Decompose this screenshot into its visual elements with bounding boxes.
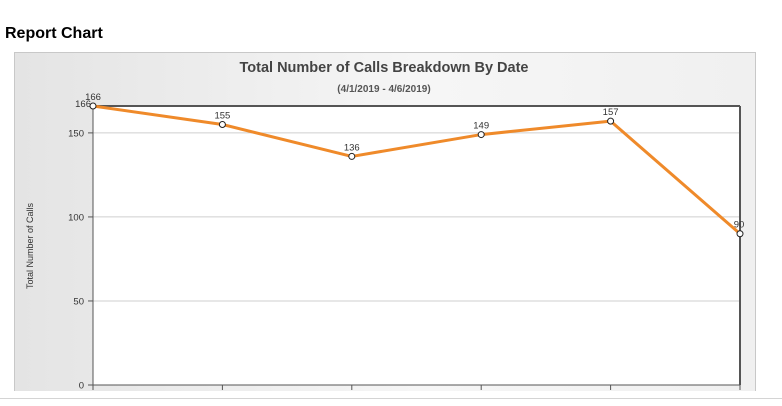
series-layer: 166 155 136 149 157 90 [85, 92, 745, 238]
data-point [89, 102, 97, 110]
y-tick-label: 100 [68, 212, 84, 223]
chart-title: Total Number of Calls Breakdown By Date [240, 60, 529, 76]
y-tick-label: 50 [73, 296, 84, 307]
data-point [477, 131, 485, 139]
data-label: 90 [734, 220, 745, 231]
data-label: 155 [214, 110, 230, 121]
plot-area [93, 106, 740, 385]
axes [88, 105, 741, 390]
data-label: 166 [85, 92, 101, 103]
data-label: 157 [603, 107, 619, 118]
y-axis-top-label: 166 [75, 99, 91, 110]
data-point [607, 117, 615, 125]
y-tick-label: 150 [68, 128, 84, 139]
page-heading: Report Chart [5, 25, 103, 42]
bottom-divider [0, 398, 782, 399]
data-label: 149 [473, 121, 489, 132]
gridlines [93, 132, 740, 302]
data-label: 136 [344, 142, 360, 153]
data-point [736, 230, 744, 238]
chart-subtitle: (4/1/2019 - 4/6/2019) [337, 84, 430, 95]
data-point [348, 152, 356, 160]
y-axis-ticks: 0 50 100 150 166 [68, 99, 91, 392]
series-line [92, 104, 741, 235]
y-axis-label: Total Number of Calls [25, 202, 35, 289]
data-point [218, 120, 226, 128]
y-tick-label: 0 [79, 381, 84, 392]
